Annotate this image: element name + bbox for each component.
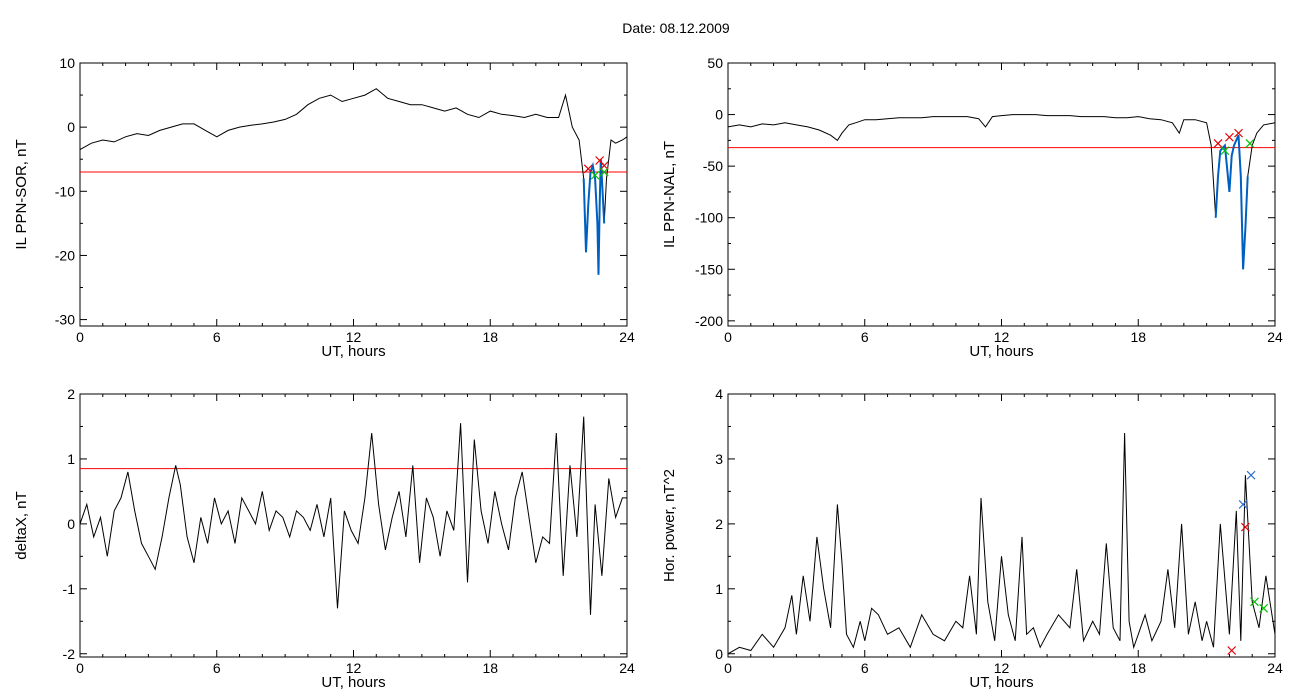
plot-frame	[79, 62, 628, 327]
y-tick-label: -10	[55, 183, 75, 199]
x-axis-label: UT, hours	[969, 343, 1033, 360]
marker-blue	[1246, 470, 1256, 480]
x-axis-label: UT, hours	[321, 674, 385, 691]
x-tick-label: 0	[724, 329, 732, 345]
x-axis-label: UT, hours	[321, 343, 385, 360]
x-tick-label: 6	[861, 660, 869, 676]
y-axis-label: deltaX, nT	[13, 491, 30, 559]
x-tick-label: 0	[76, 329, 84, 345]
panel-hor-power: 0 6 12 18 24 4 3 2 1 0 UT, hours Hor. power, nT^2	[661, 386, 1283, 691]
marker-blue	[1238, 499, 1248, 509]
plot-frame	[79, 393, 628, 658]
x-tick-label: 18	[482, 329, 498, 345]
x-tick-label: 6	[213, 660, 221, 676]
x-tick-label: 6	[213, 329, 221, 345]
y-axis-label: IL PPN-SOR, nT	[13, 139, 30, 249]
y-tick-label: -150	[695, 261, 723, 277]
series-line	[79, 416, 627, 615]
highlight-segment	[1214, 134, 1249, 270]
marker-red	[1240, 522, 1250, 532]
x-tick-label: 0	[76, 660, 84, 676]
y-tick-label: -2	[63, 646, 76, 662]
marker-red	[1234, 128, 1243, 138]
panel-ppn-sor: 0 6 12 18 24 10 0 -10 -20 -30 UT, hours IL PPN-SOR,…	[13, 55, 635, 360]
marker-green	[1220, 146, 1230, 156]
panel-ppn-nal: 0 6 12 18 24 50 0 -50 -100 -150 -200 UT, hours IL PP…	[661, 55, 1283, 360]
x-tick-label: 12	[994, 329, 1010, 345]
x-tick-label: 0	[724, 660, 732, 676]
figure-title: Date: 08.12.2009	[622, 20, 730, 36]
x-tick-label: 24	[619, 329, 635, 345]
series-line	[79, 88, 628, 275]
y-tick-label: 1	[67, 451, 75, 467]
marker-green	[1259, 603, 1269, 613]
y-tick-label: 0	[67, 119, 75, 135]
y-tick-label: -100	[695, 210, 723, 226]
marker-green	[1250, 597, 1259, 607]
marker-green	[599, 167, 609, 177]
series-line	[727, 432, 1276, 655]
plot-frame	[727, 62, 1276, 327]
series-line	[727, 114, 1276, 270]
x-tick-label: 18	[1130, 329, 1146, 345]
y-tick-label: 0	[715, 646, 723, 662]
y-tick-label: 3	[715, 451, 723, 467]
y-tick-label: -30	[55, 312, 75, 328]
x-tick-label: 12	[994, 660, 1010, 676]
y-tick-label: 0	[715, 107, 723, 123]
y-axis-label: IL PPN-NAL, nT	[661, 141, 678, 248]
x-tick-label: 18	[1130, 660, 1146, 676]
x-axis-label: UT, hours	[969, 674, 1033, 691]
marker-red	[599, 161, 609, 171]
marker-green	[590, 170, 600, 180]
marker-red	[1224, 132, 1234, 142]
y-tick-label: -200	[695, 313, 723, 329]
y-axis-label: Hor. power, nT^2	[661, 469, 678, 582]
marker-red	[1213, 139, 1223, 148]
x-tick-label: 24	[1267, 660, 1283, 676]
y-tick-label: -20	[55, 247, 75, 263]
x-tick-label: 24	[1267, 329, 1283, 345]
x-tick-label: 12	[346, 660, 362, 676]
y-tick-label: 50	[707, 55, 723, 71]
y-tick-label: 10	[59, 55, 75, 71]
y-tick-label: -50	[703, 158, 723, 174]
marker-red	[1227, 646, 1237, 655]
y-tick-label: -1	[63, 581, 76, 597]
x-tick-label: 18	[482, 660, 498, 676]
y-tick-label: 2	[67, 386, 75, 402]
x-tick-label: 6	[861, 329, 869, 345]
x-tick-label: 24	[619, 660, 635, 676]
y-tick-label: 4	[715, 386, 723, 402]
x-tick-label: 12	[346, 329, 362, 345]
panel-deltax: 0 6 12 18 24 2 1 0 -1 -2 UT, hours deltaX, nT	[13, 386, 635, 691]
y-tick-label: 2	[715, 516, 723, 532]
y-tick-label: 0	[67, 516, 75, 532]
marker-green	[1245, 139, 1255, 148]
y-tick-label: 1	[715, 581, 723, 597]
